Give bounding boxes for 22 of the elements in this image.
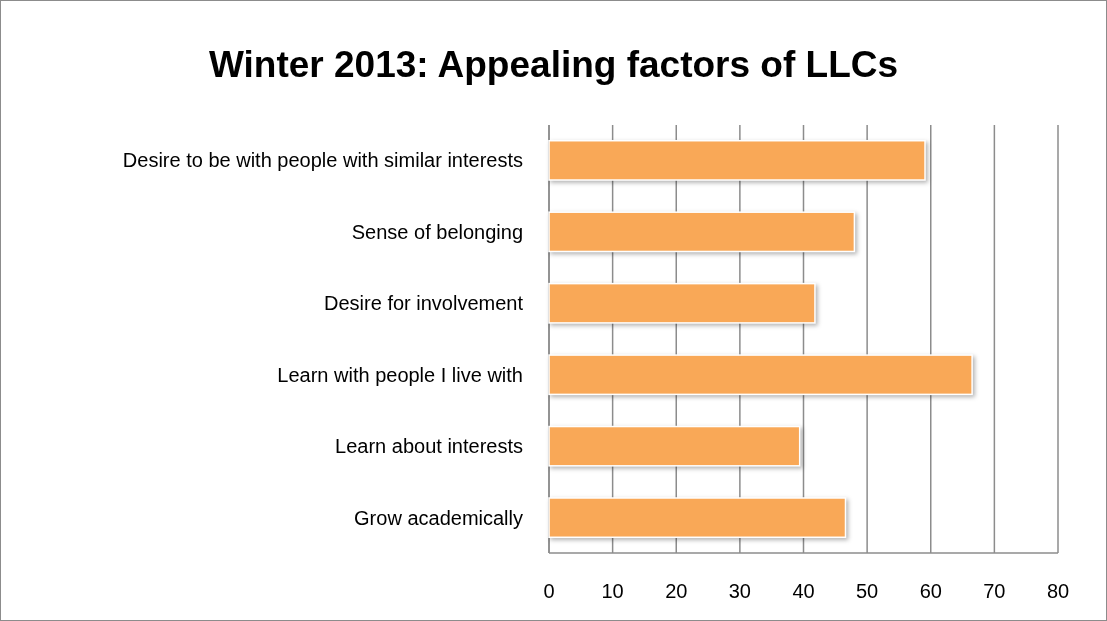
bar — [548, 211, 856, 253]
x-tick-label: 10 — [601, 580, 624, 602]
x-tick-label: 80 — [1046, 580, 1070, 602]
x-tick-label: 50 — [856, 580, 879, 602]
y-tick-label: Sense of belonging — [351, 220, 523, 243]
bar — [548, 425, 801, 467]
y-tick-label: Learn about interests — [335, 435, 523, 458]
chart-title: Winter 2013: Appealing factors of LLCs — [208, 44, 899, 85]
x-tick-label: 30 — [728, 580, 751, 602]
y-tick-label: Desire for involvement — [324, 292, 524, 315]
y-tick-label: Grow academically — [354, 506, 523, 529]
x-tick-label: 0 — [543, 580, 555, 602]
bar — [548, 282, 816, 324]
x-tick-label: 20 — [665, 580, 688, 602]
y-tick-label: Learn with people I live with — [277, 363, 523, 386]
x-tick-label: 60 — [919, 580, 942, 602]
bar — [548, 139, 926, 181]
x-tick-label: 40 — [792, 580, 815, 602]
bar — [548, 354, 973, 396]
bar — [548, 497, 847, 539]
y-tick-label: Desire to be with people with similar interests — [122, 149, 523, 172]
x-tick-label: 70 — [983, 580, 1006, 602]
